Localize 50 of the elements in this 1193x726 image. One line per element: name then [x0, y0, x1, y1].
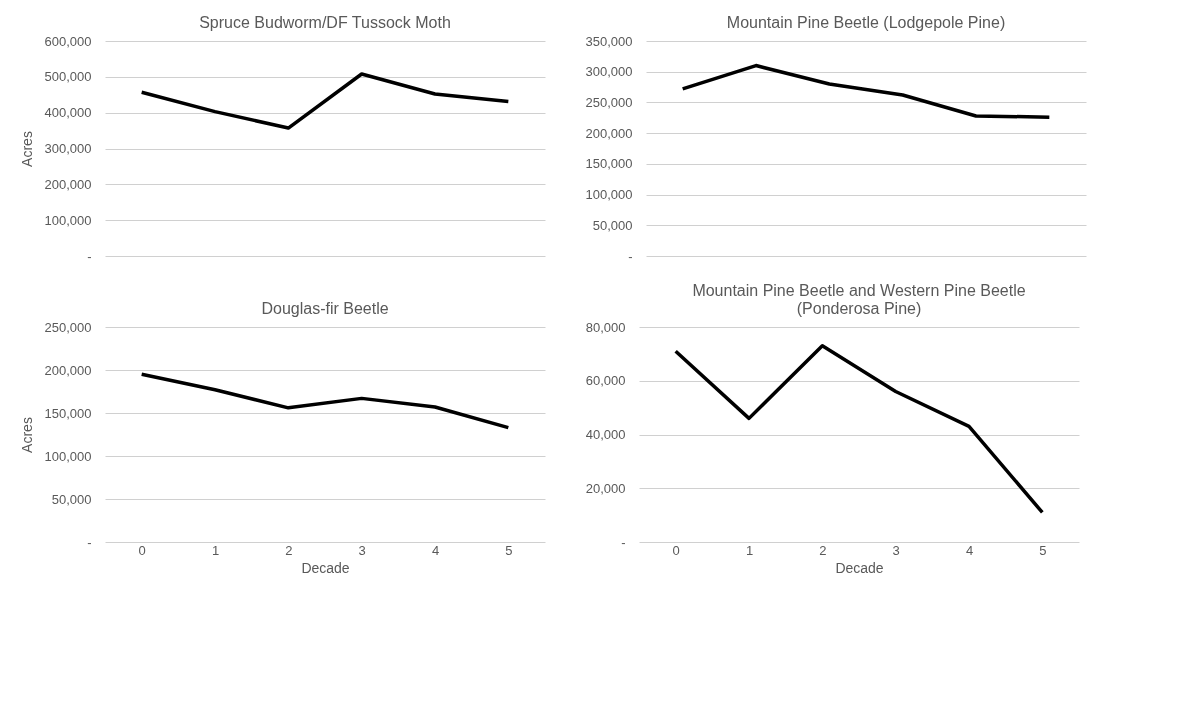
x-tick-label: 2	[285, 542, 293, 558]
x-tick-label: 3	[892, 542, 900, 558]
y-tick-label: -	[628, 248, 633, 264]
y-tick-label: 250,000	[44, 319, 92, 335]
line-series	[680, 63, 1052, 119]
y-tick-label: 50,000	[51, 491, 92, 507]
y-tick-label: 200,000	[44, 362, 92, 378]
y-tick-label: -	[87, 248, 92, 264]
line-series	[673, 344, 1045, 515]
y-tick-label: -	[87, 534, 92, 550]
y-axis-title: Acres	[18, 417, 35, 453]
y-tick-label: 100,000	[585, 187, 633, 203]
chart-title: Douglas-fir Beetle	[261, 300, 389, 317]
x-tick-label: 1	[211, 542, 220, 558]
y-tick-label: 200,000	[585, 125, 633, 141]
y-tick-label: 60,000	[585, 373, 626, 389]
x-tick-label: 5	[505, 542, 513, 558]
x-tick-label: 0	[672, 542, 680, 558]
y-tick-label: 300,000	[585, 64, 633, 80]
x-tick-label: 4	[431, 542, 440, 558]
y-tick-label: 400,000	[44, 105, 92, 121]
y-tick-label: 500,000	[44, 69, 92, 85]
x-tick-label: 2	[819, 542, 827, 558]
line-series	[139, 372, 511, 430]
y-tick-label: 150,000	[44, 405, 92, 421]
x-axis-title: Decade	[301, 559, 350, 576]
chart-title: Mountain Pine Beetle and Western Pine Beetle (Ponderosa Pine)	[692, 282, 1026, 317]
y-tick-label: 350,000	[585, 33, 633, 49]
x-tick-label: 3	[358, 542, 366, 558]
x-axis-title: Decade	[835, 559, 884, 576]
y-tick-label: 40,000	[585, 427, 626, 442]
y-axis-title: Acres	[18, 131, 35, 167]
x-tick-label: 4	[965, 542, 974, 558]
chart-title: Mountain Pine Beetle (Lodgepole Pine)	[726, 14, 1006, 31]
y-tick-label: -	[621, 534, 626, 550]
y-tick-label: 50,000	[592, 217, 633, 233]
y-tick-label: 80,000	[585, 319, 626, 335]
y-tick-label: 20,000	[585, 480, 626, 496]
y-tick-label: 100,000	[44, 448, 92, 464]
y-tick-label: 600,000	[44, 33, 92, 49]
y-tick-label: 300,000	[44, 141, 92, 156]
y-tick-label: 150,000	[585, 156, 633, 172]
x-tick-label: 5	[1039, 542, 1047, 558]
y-tick-label: 250,000	[585, 94, 633, 110]
x-tick-label: 1	[745, 542, 754, 558]
y-tick-label: 100,000	[44, 212, 92, 228]
chart-title: Spruce Budworm/DF Tussock Moth	[199, 14, 451, 31]
y-tick-label: 200,000	[44, 176, 92, 192]
x-tick-label: 0	[138, 542, 146, 558]
line-series	[139, 72, 511, 130]
